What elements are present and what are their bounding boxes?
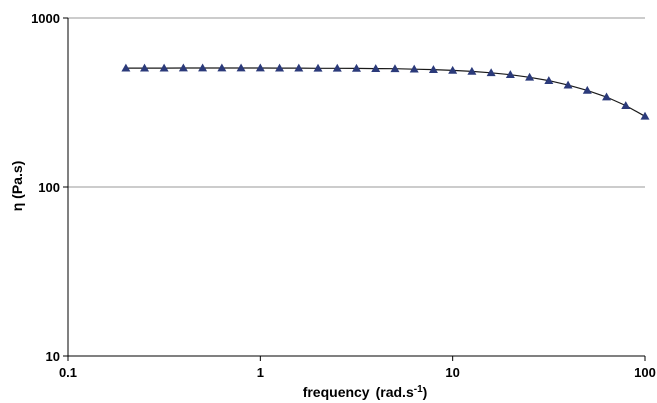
x-axis-label: frequency <box>303 384 370 400</box>
data-point-marker <box>178 63 188 72</box>
data-point-marker <box>313 63 323 72</box>
data-point-marker <box>332 63 342 72</box>
data-point-marker <box>275 63 285 72</box>
data-point-marker <box>448 65 458 74</box>
x-axis-unit-sup: -1 <box>414 384 423 395</box>
data-point-marker <box>198 63 208 72</box>
data-point-marker <box>255 63 265 72</box>
data-point-marker <box>486 68 496 77</box>
x-tick-label: 1 <box>257 365 264 380</box>
gridlines <box>68 17 645 188</box>
series-line <box>125 67 646 117</box>
fit-curve <box>125 67 646 117</box>
data-point-marker <box>525 72 535 81</box>
x-axis-title: frequency (rad.s-1) <box>303 384 428 400</box>
data-point-marker <box>582 85 592 94</box>
data-point-marker <box>409 64 419 73</box>
data-point-marker <box>236 63 246 72</box>
data-point-marker <box>640 111 650 120</box>
x-axis-unit-base: (rad.s <box>376 384 414 400</box>
data-point-marker <box>121 63 131 72</box>
data-points <box>121 63 650 120</box>
x-tick-label: 10 <box>445 365 459 380</box>
x-tick-label: 100 <box>634 365 656 380</box>
data-point-marker <box>159 63 169 72</box>
y-tick-label: 1000 <box>31 11 60 26</box>
data-point-marker <box>428 65 438 73</box>
axes <box>63 17 646 361</box>
x-axis-unit-close: ) <box>423 384 428 400</box>
data-point-marker <box>602 92 612 101</box>
data-point-marker <box>563 80 573 89</box>
tick-labels: 10 100 1000 0.1 1 10 100 <box>31 11 656 380</box>
data-point-marker <box>467 66 477 75</box>
y-tick-label: 10 <box>46 349 60 364</box>
y-axis-title: η (Pa.s) <box>9 161 25 212</box>
data-point-marker <box>390 64 400 73</box>
y-tick-label: 100 <box>38 180 60 195</box>
data-point-marker <box>371 64 381 72</box>
data-point-marker <box>351 63 361 72</box>
data-point-marker <box>505 70 515 79</box>
data-point-marker <box>294 63 304 72</box>
x-tick-label: 0.1 <box>59 365 77 380</box>
data-point-marker <box>544 76 554 85</box>
data-point-marker <box>217 63 227 72</box>
data-point-marker <box>140 63 150 72</box>
data-point-marker <box>621 101 631 110</box>
